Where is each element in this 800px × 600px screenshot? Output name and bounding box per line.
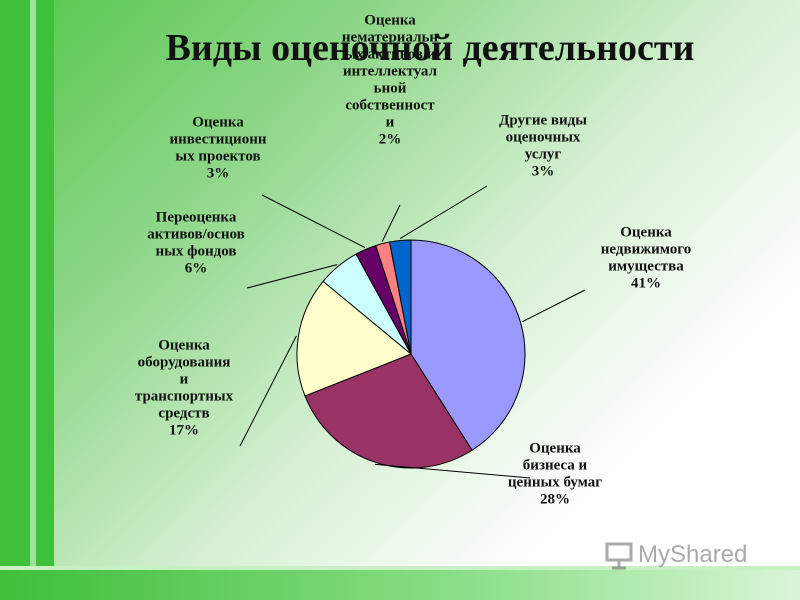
- slice-label-line: ценных бумаг: [508, 475, 602, 491]
- watermark-logo: MyShared: [604, 538, 747, 572]
- slice-label-line: активов/основ: [147, 227, 245, 243]
- decor-bar-left-2: [36, 0, 54, 600]
- slice-label-line: 28%: [540, 492, 570, 508]
- slice-label-line: имущества: [608, 259, 684, 275]
- slice-label-line: услуг: [525, 147, 562, 163]
- slice-label-line: инвестиционн: [170, 132, 267, 148]
- slice-label-line: Другие виды: [499, 113, 587, 129]
- slice-labels: Оценка недвижимого имущества 41%Оценка бизне…: [135, 13, 691, 508]
- slice-label-5: Оценка нематериальн ых активов и интеллекту…: [342, 13, 439, 148]
- slice-label-line: Оценка: [192, 115, 244, 131]
- slice-label-line: 6%: [185, 261, 208, 277]
- slice-label-0: Оценка недвижимого имущества 41%: [601, 225, 691, 292]
- pie-slice-0: [410, 239, 526, 451]
- leader-line-4: [261, 194, 366, 248]
- slice-label-1: Оценка бизнеса и ценных бумаг 28%: [508, 441, 602, 508]
- leader-line-1: [375, 463, 531, 479]
- pie-slice-2: [296, 280, 412, 397]
- slice-label-line: 3%: [207, 166, 230, 182]
- slice-label-line: бизнеса и: [523, 458, 588, 474]
- slice-label-line: Оценка: [529, 441, 581, 457]
- decor-bar-bottom: [0, 570, 800, 600]
- slice-label-line: 17%: [169, 423, 199, 439]
- slice-label-4: Оценка инвестиционн ых проектов 3%: [170, 115, 267, 182]
- slice-label-line: Оценка: [620, 225, 672, 241]
- leader-lines: [239, 185, 586, 479]
- slice-label-line: транспортных: [135, 389, 234, 405]
- slice-label-line: Оценка: [364, 13, 416, 29]
- slice-label-line: интеллектуал: [343, 64, 438, 80]
- slice-label-3: Переоценка активов/основ ных фондов 6%: [147, 210, 245, 277]
- slice-label-line: 41%: [631, 276, 661, 292]
- decor-bar-left-light: [30, 0, 36, 600]
- slice-label-line: средств: [158, 406, 209, 422]
- slice-label-line: оценочных: [506, 130, 581, 146]
- pie-slice-1: [304, 353, 473, 469]
- slice-label-line: оборудования: [138, 355, 231, 371]
- slice-label-line: собственност: [345, 98, 435, 114]
- slice-label-line: нематериальн: [342, 30, 439, 46]
- slice-label-line: 3%: [532, 164, 555, 180]
- presentation-icon: [605, 542, 633, 570]
- leader-line-3: [246, 264, 338, 289]
- slice-label-line: ых активов и: [345, 47, 436, 63]
- slice-label-line: Переоценка: [156, 210, 237, 226]
- leader-line-5: [381, 204, 401, 242]
- decor-bar-left: [0, 0, 30, 600]
- slide-title: Виды оценочной деятельности: [165, 27, 695, 69]
- slice-label-line: недвижимого: [601, 242, 691, 258]
- pie-slices: [296, 239, 526, 469]
- slice-label-line: ых проектов: [175, 149, 260, 165]
- slice-label-line: и: [180, 372, 189, 388]
- slice-label-2: Оценка оборудования и транспортных средств 17…: [135, 338, 234, 439]
- pie-slice-6: [389, 239, 412, 355]
- leader-line-0: [522, 289, 586, 323]
- slice-label-line: ьной: [374, 81, 407, 97]
- leader-line-6: [399, 185, 488, 239]
- slice-label-line: 2%: [379, 132, 402, 148]
- decor-bar-bottom-light: [0, 566, 800, 570]
- slice-label-line: Оценка: [158, 338, 210, 354]
- slice-label-line: и: [386, 115, 395, 131]
- leader-line-2: [239, 335, 297, 447]
- slice-label-6: Другие виды оценочных услуг 3%: [499, 113, 587, 180]
- slice-label-line: ных фондов: [156, 244, 237, 260]
- watermark-text: MyShared: [638, 541, 748, 568]
